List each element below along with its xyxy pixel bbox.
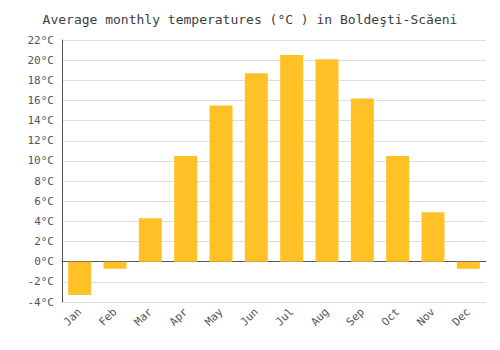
svg-text:18°C: 18°C	[28, 74, 55, 87]
svg-text:Jan: Jan	[61, 305, 84, 328]
svg-text:14°C: 14°C	[28, 114, 55, 127]
svg-text:22°C: 22°C	[28, 34, 55, 47]
svg-text:6°C: 6°C	[34, 195, 54, 208]
svg-text:-4°C: -4°C	[28, 296, 55, 309]
svg-text:2°C: 2°C	[34, 235, 54, 248]
svg-text:Dec: Dec	[450, 305, 473, 328]
svg-text:Apr: Apr	[167, 305, 190, 328]
svg-text:-2°C: -2°C	[28, 275, 55, 288]
svg-text:Oct: Oct	[379, 305, 402, 328]
svg-text:0°C: 0°C	[34, 255, 54, 268]
svg-text:12°C: 12°C	[28, 134, 55, 147]
svg-text:Aug: Aug	[308, 305, 331, 328]
svg-text:Jun: Jun	[238, 305, 261, 328]
svg-text:Feb: Feb	[96, 305, 119, 328]
svg-text:4°C: 4°C	[34, 215, 54, 228]
svg-text:Average monthly temperatures (: Average monthly temperatures (°C ) in Bo…	[43, 12, 458, 27]
svg-text:Mar: Mar	[132, 305, 155, 328]
svg-text:10°C: 10°C	[28, 154, 55, 167]
svg-text:16°C: 16°C	[28, 94, 55, 107]
svg-text:20°C: 20°C	[28, 54, 55, 67]
svg-text:Sep: Sep	[344, 305, 367, 328]
svg-text:May: May	[202, 305, 225, 328]
svg-text:8°C: 8°C	[34, 175, 54, 188]
svg-text:Jul: Jul	[273, 305, 296, 328]
svg-text:Nov: Nov	[414, 305, 437, 328]
